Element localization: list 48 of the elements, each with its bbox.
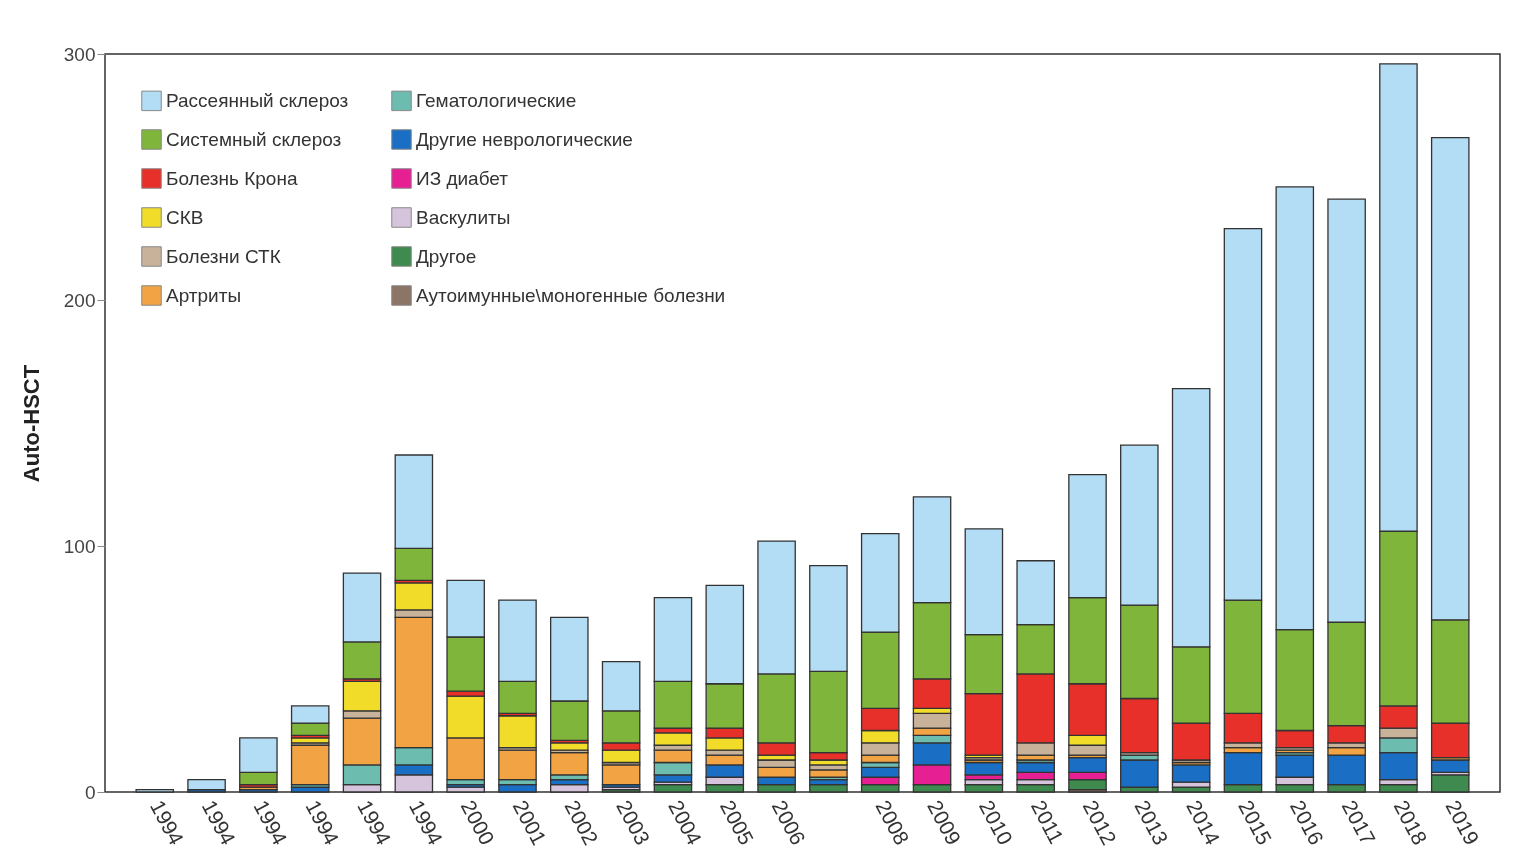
x-tick-label: 2000 [456, 796, 500, 849]
x-tick-label: 2016 [1285, 796, 1329, 849]
x-tick-label: 2018 [1389, 796, 1432, 849]
legend-label: Васкулиты [416, 206, 511, 228]
bar [187, 779, 226, 791]
x-tick-label: 1994 [405, 796, 448, 849]
legend-label: Болезнь Крона [166, 167, 298, 189]
legend-label: Аутоимунные\моногенные болезни [416, 284, 726, 306]
x-tick-label: 1994 [353, 796, 396, 849]
y-tick-label: 100 [63, 535, 96, 557]
bar [498, 715, 537, 749]
x-tick-label: 1994 [145, 796, 189, 849]
legend-label: Системный склероз [166, 128, 342, 150]
legend-label: ИЗ диабет [416, 167, 509, 189]
x-tick-label: 2015 [1234, 796, 1277, 849]
x-tick-label: 2003 [612, 796, 655, 849]
x-tick-label: 2009 [923, 796, 966, 849]
x-tick-label: 2008 [871, 796, 914, 849]
x-tick-label: 2013 [1130, 796, 1173, 849]
x-tick-label: 1994 [249, 796, 292, 849]
legend-label: Болезни СТК [166, 245, 281, 267]
legend-label: СКВ [166, 206, 204, 228]
legend-label: Гематологические [416, 89, 577, 111]
y-axis-title: Auto-HSCT [18, 364, 44, 483]
x-tick-label: 2011 [1026, 796, 1069, 848]
x-tick-label: 2017 [1337, 796, 1381, 849]
bar [290, 744, 330, 786]
legend-label: Рассеянный склероз [166, 89, 349, 111]
legend-label: Другие неврологические [416, 128, 633, 150]
legend-label: Другое [416, 245, 477, 267]
x-tick-label: 2004 [664, 796, 707, 849]
y-tick-label: 300 [63, 43, 96, 65]
x-tick-label: 2001 [508, 796, 551, 849]
x-tick-label: 1994 [197, 796, 241, 849]
x-tick-label: 2006 [767, 796, 810, 849]
x-tick-label: 2014 [1182, 796, 1225, 849]
bar [550, 751, 589, 776]
bar [498, 749, 537, 781]
x-tick-label: 1994 [301, 796, 344, 849]
x-tick-label: 2005 [715, 796, 759, 849]
y-tick-label: 200 [63, 289, 96, 311]
x-tick-label: 2019 [1441, 796, 1484, 849]
bar [550, 742, 589, 751]
y-tick-label: 0 [84, 781, 96, 803]
x-tick-label: 2010 [975, 796, 1018, 849]
x-tick-label: 2002 [560, 796, 603, 849]
x-tick-label: 2012 [1078, 796, 1121, 849]
legend-label: Артриты [166, 284, 242, 306]
